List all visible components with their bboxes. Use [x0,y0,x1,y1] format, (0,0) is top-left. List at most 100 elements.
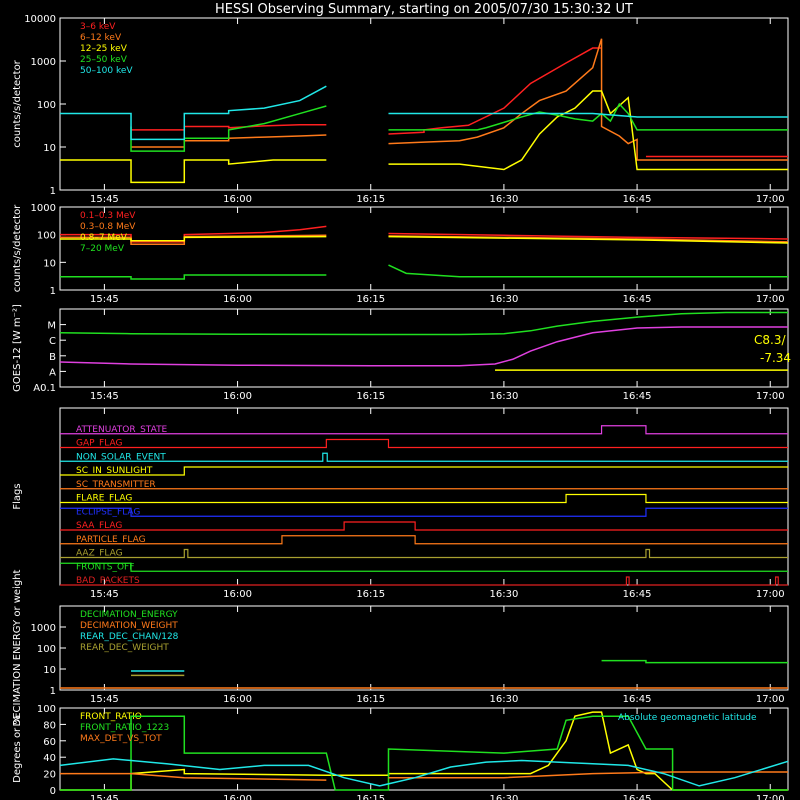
legend-entry: MAX_DET_VS_TOT [80,734,162,744]
legend-entry: 0.8–7 MeV [80,233,128,243]
x-tick-label: 16:00 [223,589,252,600]
series-line-50-100-kev [388,112,788,118]
y-tick-label: 10000 [24,14,56,25]
flag-label: SC_TRANSMITTER [76,480,156,490]
series-line-3-6-kev [388,47,602,135]
x-tick-label: 16:00 [223,391,252,402]
flag-line-gap-flag [60,438,788,449]
y-tick-label: 80 [43,720,56,731]
y-tick-label: C [49,336,56,347]
series-line-0-8-7-mev [388,235,789,244]
y-axis-label: counts/s/detector [12,204,23,292]
y-tick-label: A0.1 [33,383,56,394]
y-tick-label: 1000 [31,57,56,68]
legend-entry: DECIMATION_ENERGY [80,610,178,620]
panel-rates-low: 15:45 16:00 16:15 16:30 16:45 17:00 1 10 100 1000… [12,14,789,205]
legend-entry: 50–100 keV [80,66,133,76]
panel-ratios: 15:45 16:00 16:15 16:30 16:45 17:00 0 20 40 60 80 1… [12,704,789,800]
y-tick-label: 1 [50,286,56,297]
flag-label: PARTICLE_FLAG [76,535,146,545]
panel-frame [59,707,789,791]
legend-entry: FRONT_RATIO_1223 [80,723,169,733]
x-tick-label: 16:15 [356,694,385,705]
series-line-front-ratio-1223 [60,715,788,791]
x-tick-label: 16:15 [356,294,385,305]
flag-line-bad-packets [60,576,788,586]
flag-line-eclipse-flag [60,507,788,517]
series-line-0-3-0-8-mev [60,234,327,246]
series-line-max-det-vs-tot [60,772,327,781]
series-line-goes-1-8- [59,311,788,336]
y-tick-label: 60 [43,737,56,748]
panel-frame [59,308,789,388]
y-tick-label: 10 [43,143,56,154]
series-line-max-det-vs-tot [388,771,788,779]
x-tick-label: 16:45 [623,294,652,305]
y-axis-label: GOES-12 [W m⁻²] [12,304,23,392]
legend-entry: 0.1–0.3 MeV [80,211,136,221]
legend-entry: REAR_DEC_WEIGHT [80,643,169,653]
x-tick-label: 15:45 [90,794,119,800]
y-tick-label: 1 [50,686,56,697]
series-line-decimation-energy [601,659,788,664]
x-tick-label: 16:30 [489,694,518,705]
series-line-12-25-kev [388,90,788,171]
y-axis-label: Flags [12,483,23,509]
flag-label: BAD_PACKETS [76,576,140,586]
x-tick-label: 16:45 [623,194,652,205]
x-tick-label: 17:00 [756,194,785,205]
legend-entry: 25–50 keV [80,55,128,65]
flag-line-saa-flag [60,521,788,531]
legend-entry: 12–25 keV [80,44,128,54]
series-line-absolute-geomagnetic-latitude [59,758,789,787]
panel-frame [59,206,789,291]
y-tick-label: 1000 [31,203,56,214]
x-tick-label: 16:45 [623,794,652,800]
x-tick-label: 17:00 [756,694,785,705]
flag-label: SAA_FLAG [76,521,122,531]
chart-panels: 15:45 16:00 16:15 16:30 16:45 17:001101001000… [12,14,791,800]
x-tick-label: 15:45 [90,294,119,305]
x-tick-label: 15:45 [90,589,119,600]
x-tick-label: 16:15 [356,794,385,800]
x-tick-label: 17:00 [756,794,785,800]
x-tick-label: 17:00 [756,294,785,305]
y-tick-label: 1000 [31,623,56,634]
series-line-0-1-0-3-mev [388,232,789,240]
flag-label: FRONTS_OFF [76,562,134,572]
flag-line-sc-in-sunlight [60,466,788,476]
y-tick-label: 0 [50,786,56,797]
flag-label: GAP_FLAG [76,439,122,449]
x-tick-label: 16:45 [623,589,652,600]
x-tick-label: 16:15 [356,194,385,205]
series-line-12-25-kev [60,159,327,184]
flag-line-fronts-off [60,562,788,572]
x-tick-label: 16:15 [356,391,385,402]
goes-value-annotation: -7.34 [760,351,791,365]
flag-line-aaz-flag [60,548,788,559]
flag-label: ECLIPSE_FLAG [76,507,140,517]
flag-label: NON_SOLAR_EVENT [76,452,166,462]
flag-label: FLARE_FLAG [76,494,132,504]
x-tick-label: 16:00 [223,794,252,800]
x-tick-label: 16:15 [356,589,385,600]
y-axis-label: Degrees or % [12,715,23,783]
y-tick-label: 100 [37,100,56,111]
x-tick-label: 16:30 [489,294,518,305]
goes-class-annotation: C8.3/ [754,333,786,347]
flag-label: ATTENUATOR_STATE [76,425,168,435]
x-tick-label: 15:45 [90,391,119,402]
legend-entry: 3–6 keV [80,22,116,32]
y-tick-label: M [47,321,56,332]
x-tick-label: 16:00 [223,694,252,705]
x-tick-label: 16:45 [623,391,652,402]
legend-entry: 0.3–0.8 MeV [80,222,136,232]
x-tick-label: 16:45 [623,694,652,705]
series-line-7-20-mev [60,274,327,280]
flag-label: AAZ_FLAG [76,549,123,559]
panel-decimation: 15:45 16:00 16:15 16:30 16:45 17:00 1 10 100 1000… [12,569,789,726]
x-tick-label: 15:45 [90,194,119,205]
legend-entry: 7–20 MeV [80,244,125,254]
